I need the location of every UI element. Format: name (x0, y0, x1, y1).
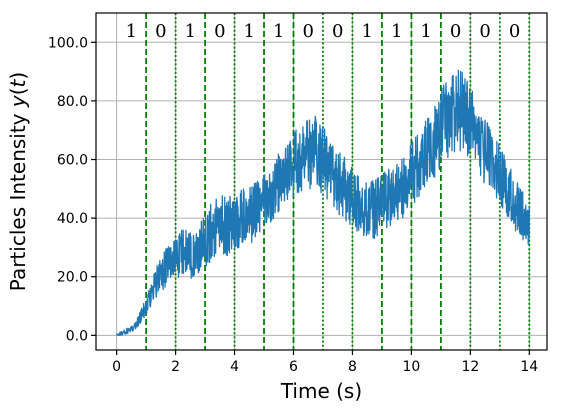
y-axis-title-var: y (6, 94, 30, 108)
x-tick-label-5: 10 (402, 359, 420, 375)
y-tick-label-2: 40.0 (57, 211, 88, 227)
x-tick-label-3: 6 (289, 359, 298, 375)
y-tick-label-5: 100.0 (48, 35, 88, 51)
y-axis-title-open: ( (6, 87, 30, 95)
bit-label-9: 1 (391, 21, 402, 42)
y-tick-label-4: 80.0 (57, 94, 88, 110)
intensity-series-line (115, 69, 530, 336)
y-tick-label-0: 0.0 (66, 328, 88, 344)
plot-frame (95, 12, 548, 351)
y-axis-title-arg: t (6, 78, 30, 87)
bit-label-11: 0 (450, 21, 461, 42)
y-axis-title: Particles Intensity y(t) (6, 72, 30, 291)
x-tick-label-0: 0 (112, 359, 121, 375)
bit-label-12: 0 (479, 21, 490, 42)
x-tick-label-2: 4 (230, 359, 239, 375)
x-axis-title: Time (s) (280, 379, 362, 403)
bit-label-8: 1 (361, 21, 372, 42)
bit-dividers (145, 13, 531, 350)
bit-label-5: 1 (273, 21, 284, 42)
bit-label-0: 1 (126, 21, 137, 42)
bit-label-1: 0 (155, 21, 166, 42)
bit-label-13: 0 (509, 21, 520, 42)
series-layer (115, 69, 530, 336)
bit-label-6: 0 (303, 21, 314, 42)
axis-ticks: 0 2 4 6 8 10 12 14 0.0 20.0 40.0 60.0 80.0 100.0 (48, 35, 538, 375)
bit-label-3: 0 (214, 21, 225, 42)
x-tick-label-6: 12 (461, 359, 479, 375)
y-axis-title-prefix: Particles Intensity (6, 107, 30, 291)
bit-label-2: 1 (185, 21, 196, 42)
bit-label-7: 0 (332, 21, 343, 42)
bit-label-4: 1 (244, 21, 255, 42)
bit-label-10: 1 (420, 21, 431, 42)
x-tick-label-4: 8 (348, 359, 357, 375)
y-tick-label-3: 60.0 (57, 153, 88, 169)
x-tick-label-1: 2 (171, 359, 180, 375)
y-axis-title-close: ) (6, 72, 30, 80)
y-tick-label-1: 20.0 (57, 270, 88, 286)
x-tick-label-7: 14 (520, 359, 538, 375)
